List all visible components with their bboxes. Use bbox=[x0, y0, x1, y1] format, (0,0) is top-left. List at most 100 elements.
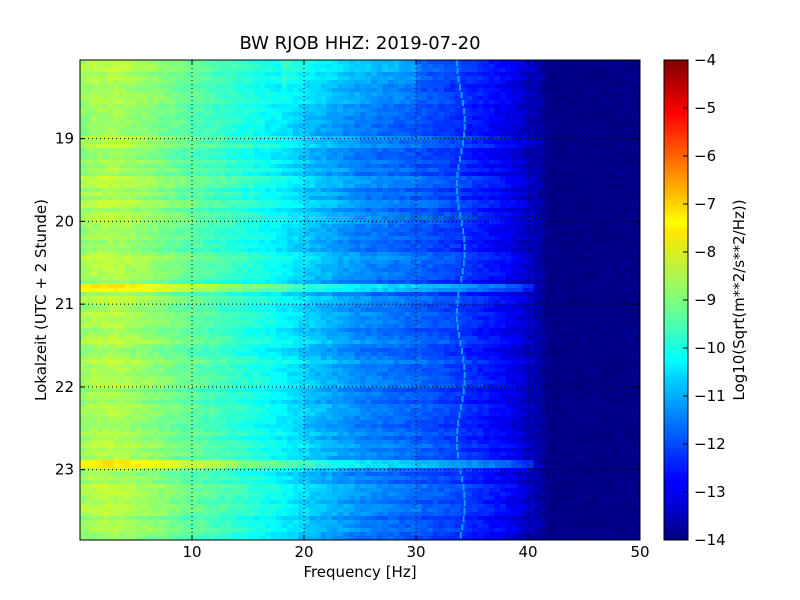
spectrogram-cell bbox=[309, 200, 316, 205]
spectrogram-cell bbox=[522, 160, 529, 165]
spectrogram-cell bbox=[96, 96, 103, 101]
spectrogram-cell bbox=[113, 60, 120, 65]
spectrogram-cell bbox=[600, 256, 607, 261]
spectrogram-cell bbox=[169, 120, 176, 125]
spectrogram-cell bbox=[600, 108, 607, 113]
spectrogram-cell bbox=[141, 68, 148, 73]
spectrogram-cell bbox=[634, 88, 640, 93]
spectrogram-cell bbox=[208, 92, 215, 97]
spectrogram-cell bbox=[320, 84, 327, 89]
spectrogram-cell bbox=[130, 76, 137, 81]
spectrogram-cell bbox=[264, 76, 271, 81]
spectrogram-cell bbox=[365, 140, 372, 145]
spectrogram-cell bbox=[91, 88, 98, 93]
spectrogram-cell bbox=[108, 212, 115, 217]
spectrogram-cell bbox=[477, 80, 484, 85]
spectrogram-cell bbox=[108, 204, 115, 209]
spectrogram-cell bbox=[248, 112, 255, 117]
spectrogram-cell bbox=[337, 208, 344, 213]
spectrogram-cell bbox=[259, 232, 266, 237]
spectrogram-cell bbox=[382, 144, 389, 149]
spectrogram-cell bbox=[287, 212, 294, 217]
spectrogram-cell bbox=[505, 228, 512, 233]
spectrogram-cell bbox=[539, 224, 546, 229]
spectrogram-cell bbox=[276, 148, 283, 153]
spectrogram-cell bbox=[427, 224, 434, 229]
spectrogram-cell bbox=[634, 224, 640, 229]
spectrogram-cell bbox=[270, 72, 277, 77]
spectrogram-cell bbox=[421, 64, 428, 69]
spectrogram-cell bbox=[438, 116, 445, 121]
spectrogram-cell bbox=[320, 244, 327, 249]
spectrogram-cell bbox=[231, 180, 238, 185]
spectrogram-cell bbox=[298, 164, 305, 169]
spectrogram-cell bbox=[192, 172, 199, 177]
spectrogram-cell bbox=[432, 228, 439, 233]
spectrogram-cell bbox=[595, 200, 602, 205]
spectrogram-cell bbox=[550, 184, 557, 189]
spectrogram-cell bbox=[175, 72, 182, 77]
spectrogram-cell bbox=[169, 124, 176, 129]
spectrogram-cell bbox=[208, 84, 215, 89]
spectrogram-cell bbox=[320, 104, 327, 109]
spectrogram-cell bbox=[606, 88, 613, 93]
spectrogram-cell bbox=[119, 240, 126, 245]
spectrogram-cell bbox=[516, 96, 523, 101]
spectrogram-cell bbox=[460, 64, 467, 69]
spectrogram-cell bbox=[634, 220, 640, 225]
spectrogram-cell bbox=[438, 252, 445, 257]
spectrogram-cell bbox=[628, 120, 635, 125]
spectrogram-cell bbox=[270, 100, 277, 105]
spectrogram-cell bbox=[444, 88, 451, 93]
spectrogram-cell bbox=[539, 72, 546, 77]
spectrogram-cell bbox=[136, 112, 143, 117]
spectrogram-cell bbox=[332, 204, 339, 209]
spectrogram-cell bbox=[600, 76, 607, 81]
spectrogram-cell bbox=[231, 220, 238, 225]
spectrogram-cell bbox=[376, 204, 383, 209]
spectrogram-cell bbox=[320, 224, 327, 229]
spectrogram-cell bbox=[427, 188, 434, 193]
spectrogram-cell bbox=[231, 120, 238, 125]
spectrogram-cell bbox=[410, 108, 417, 113]
spectrogram-cell bbox=[298, 116, 305, 121]
spectrogram-cell bbox=[124, 88, 131, 93]
spectrogram-cell bbox=[332, 212, 339, 217]
spectrogram-cell bbox=[348, 76, 355, 81]
spectrogram-cell bbox=[225, 104, 232, 109]
spectrogram-cell bbox=[595, 192, 602, 197]
spectrogram-cell bbox=[466, 228, 473, 233]
spectrogram-cell bbox=[421, 128, 428, 133]
spectrogram-cell bbox=[572, 60, 579, 65]
spectrogram-cell bbox=[337, 176, 344, 181]
spectrogram-cell bbox=[444, 120, 451, 125]
spectrogram-cell bbox=[164, 248, 171, 253]
spectrogram-cell bbox=[505, 176, 512, 181]
spectrogram-cell bbox=[343, 224, 350, 229]
spectrogram-cell bbox=[214, 96, 221, 101]
spectrogram-cell bbox=[186, 72, 193, 77]
spectrogram-cell bbox=[516, 152, 523, 157]
spectrogram-cell bbox=[348, 104, 355, 109]
spectrogram-cell bbox=[550, 176, 557, 181]
spectrogram-cell bbox=[544, 184, 551, 189]
spectrogram-cell bbox=[410, 236, 417, 241]
spectrogram-cell bbox=[500, 136, 507, 141]
spectrogram-cell bbox=[136, 200, 143, 205]
spectrogram-cell bbox=[80, 176, 87, 181]
spectrogram-cell bbox=[270, 204, 277, 209]
spectrogram-cell bbox=[404, 104, 411, 109]
spectrogram-cell bbox=[561, 188, 568, 193]
spectrogram-cell bbox=[113, 128, 120, 133]
spectrogram-cell bbox=[578, 196, 585, 201]
spectrogram-cell bbox=[220, 188, 227, 193]
spectrogram-cell bbox=[421, 84, 428, 89]
spectrogram-cell bbox=[444, 80, 451, 85]
spectrogram-cell bbox=[80, 108, 87, 113]
spectrogram-cell bbox=[365, 120, 372, 125]
spectrogram-cell bbox=[91, 192, 98, 197]
spectrogram-cell bbox=[488, 180, 495, 185]
spectrogram-cell bbox=[96, 64, 103, 69]
spectrogram-cell bbox=[309, 168, 316, 173]
spectrogram-cell bbox=[236, 88, 243, 93]
